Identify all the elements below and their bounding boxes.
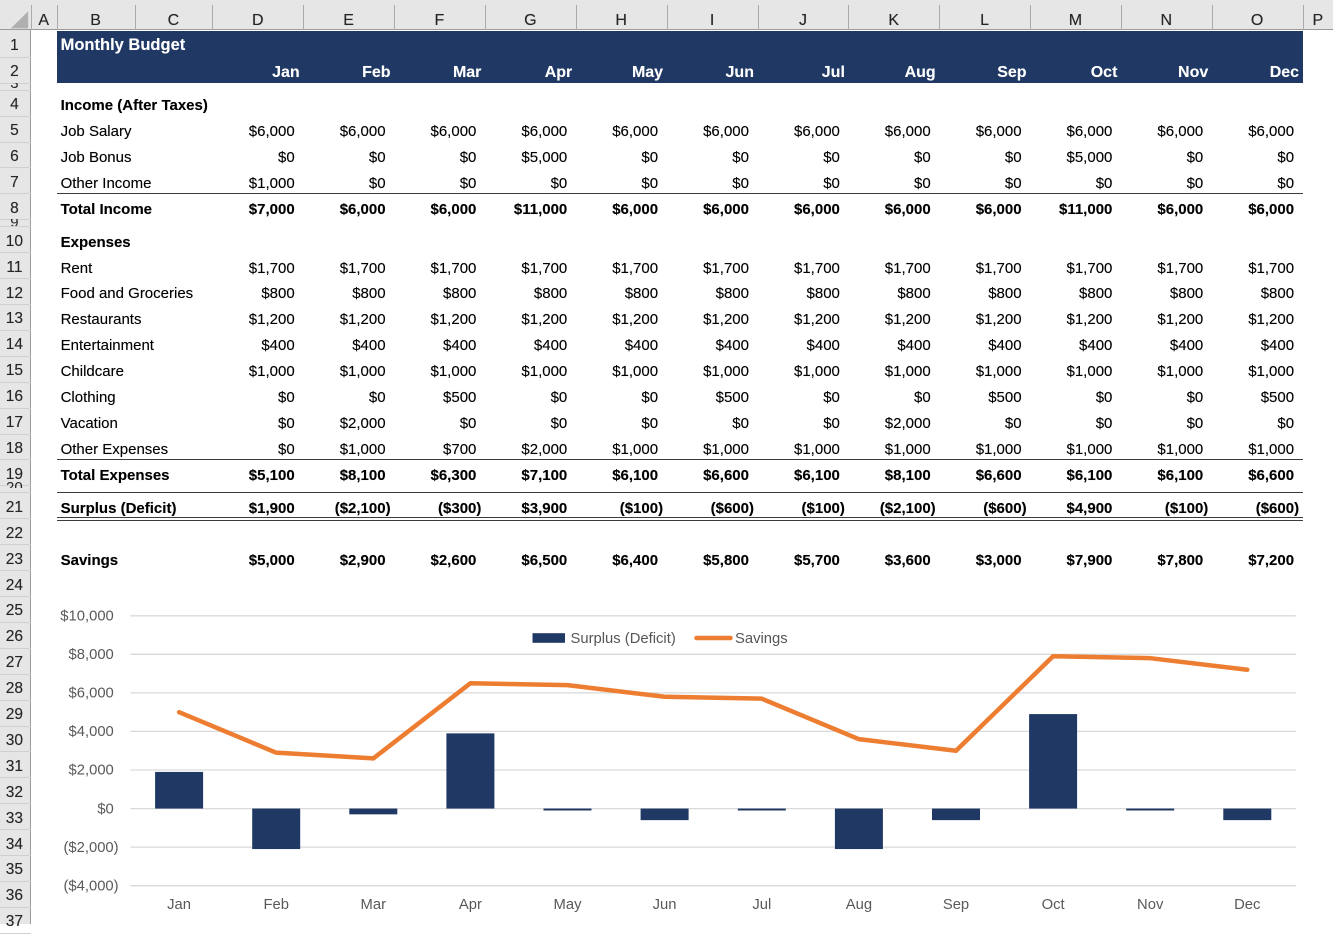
svg-text:$2,000: $2,000 xyxy=(69,763,114,779)
svg-text:$10,000: $10,000 xyxy=(60,609,114,625)
svg-text:$4,000: $4,000 xyxy=(69,724,114,740)
svg-text:Mar: Mar xyxy=(361,897,387,913)
svg-text:($4,000): ($4,000) xyxy=(63,878,118,894)
svg-text:Savings: Savings xyxy=(735,631,788,647)
svg-text:Sep: Sep xyxy=(943,897,969,913)
svg-text:Jun: Jun xyxy=(653,897,677,913)
svg-text:$8,000: $8,000 xyxy=(69,647,114,663)
svg-text:May: May xyxy=(554,897,583,913)
svg-text:Dec: Dec xyxy=(1234,897,1261,913)
svg-text:($2,000): ($2,000) xyxy=(63,840,118,856)
svg-text:Jan: Jan xyxy=(167,897,191,913)
svg-text:Jul: Jul xyxy=(752,897,771,913)
svg-text:Aug: Aug xyxy=(846,897,872,913)
svg-text:Oct: Oct xyxy=(1042,897,1065,913)
svg-text:Feb: Feb xyxy=(263,897,289,913)
svg-text:Surplus (Deficit): Surplus (Deficit) xyxy=(571,631,676,647)
svg-text:Nov: Nov xyxy=(1137,897,1164,913)
svg-text:Apr: Apr xyxy=(459,897,482,913)
svg-text:$0: $0 xyxy=(97,801,113,817)
svg-text:$6,000: $6,000 xyxy=(69,686,114,702)
